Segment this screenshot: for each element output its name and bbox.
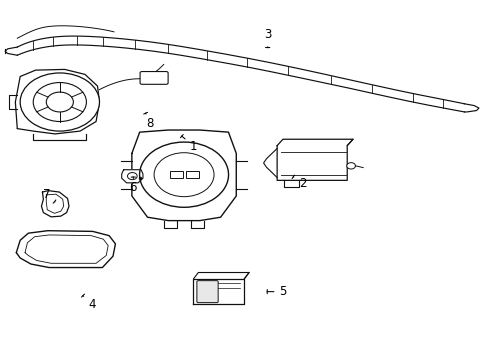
FancyBboxPatch shape: [140, 72, 168, 84]
Text: 7: 7: [42, 188, 56, 203]
FancyBboxPatch shape: [197, 281, 218, 303]
Polygon shape: [277, 139, 352, 180]
Polygon shape: [17, 36, 464, 112]
Polygon shape: [122, 170, 142, 183]
Circle shape: [20, 73, 99, 131]
Polygon shape: [15, 69, 99, 134]
Polygon shape: [193, 279, 244, 305]
Circle shape: [139, 142, 228, 207]
Text: 6: 6: [129, 177, 137, 194]
Polygon shape: [41, 191, 69, 217]
Circle shape: [46, 92, 73, 112]
Text: 8: 8: [143, 112, 154, 130]
Text: 5: 5: [266, 285, 286, 298]
Circle shape: [346, 163, 355, 169]
Polygon shape: [132, 130, 236, 221]
Text: 2: 2: [291, 175, 305, 190]
Circle shape: [127, 172, 137, 180]
Text: 3: 3: [264, 28, 271, 48]
Polygon shape: [16, 231, 115, 267]
Text: 1: 1: [180, 135, 197, 153]
Text: 4: 4: [81, 294, 96, 311]
Polygon shape: [193, 273, 248, 279]
